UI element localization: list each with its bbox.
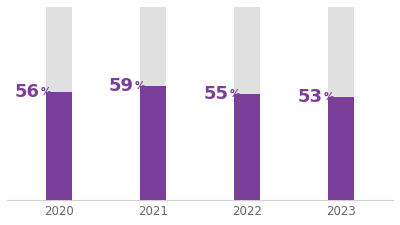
Text: 56: 56 (15, 83, 40, 101)
Text: 55: 55 (203, 85, 228, 103)
Bar (328, 7, 354, 200)
Bar (234, 7, 260, 200)
Text: %: % (229, 89, 240, 99)
Text: %: % (323, 92, 334, 102)
Bar (140, 86, 166, 200)
Text: 53: 53 (298, 88, 322, 106)
Bar (234, 94, 260, 200)
Bar (328, 97, 354, 200)
Bar (46, 92, 72, 200)
Text: %: % (135, 81, 146, 91)
Text: %: % (41, 87, 51, 97)
Text: 59: 59 (109, 77, 134, 95)
Bar (46, 7, 72, 200)
Bar (140, 7, 166, 200)
